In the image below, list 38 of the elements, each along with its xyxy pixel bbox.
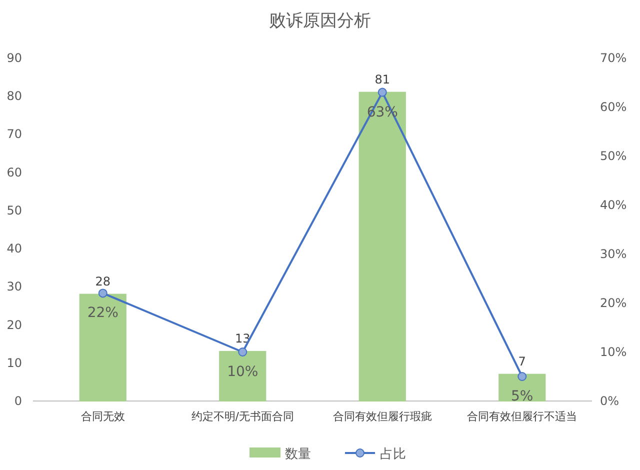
bar (219, 350, 266, 402)
data-label: 7 (518, 354, 526, 368)
x-tick-label: 合同无效 (80, 410, 125, 423)
y2-tick-label: 70% (600, 51, 627, 65)
point (518, 372, 527, 381)
chart-title: 败诉原因分析 (269, 11, 371, 31)
point (238, 348, 248, 356)
y2-tick-label: 30% (600, 247, 627, 261)
y-tick-label: 0 (14, 394, 22, 408)
data-label: 5% (511, 388, 534, 404)
data-label: 28 (95, 274, 111, 288)
data-label: 81 (374, 72, 390, 86)
y-tick-label: 90 (6, 51, 22, 65)
bar (79, 294, 126, 402)
data-label: 10% (227, 364, 258, 380)
x-tick-label: 约定不明/无书面合同 (191, 410, 294, 423)
y-tick-label: 20 (6, 318, 22, 332)
x-tick-label: 合同有效但履行不适当 (467, 410, 578, 423)
y2-tick-label: 50% (600, 149, 627, 163)
y-tick-label: 70 (6, 127, 22, 142)
y-tick-label: 10 (6, 356, 22, 370)
y-tick-label: 50 (6, 203, 22, 218)
y2-tick-label: 60% (600, 100, 627, 114)
point (378, 88, 387, 97)
y2-tick-label: 10% (600, 345, 627, 359)
y-tick-label: 40 (6, 242, 22, 256)
y-tick-label: 60 (6, 165, 22, 180)
legend-label: 占比 (380, 447, 406, 462)
y-tick-label: 80 (6, 89, 22, 104)
legend-label: 数量 (285, 447, 311, 462)
y2-tick-label: 40% (600, 198, 627, 212)
x-tick-label: 合同有效但履行瑕疵 (332, 410, 432, 423)
point (98, 288, 108, 298)
y2-tick-label: 20% (600, 296, 627, 310)
bar (358, 92, 406, 402)
data-label: 22% (87, 305, 118, 322)
y2-tick-label: 0% (600, 394, 620, 408)
y-tick-label: 30 (6, 280, 22, 294)
